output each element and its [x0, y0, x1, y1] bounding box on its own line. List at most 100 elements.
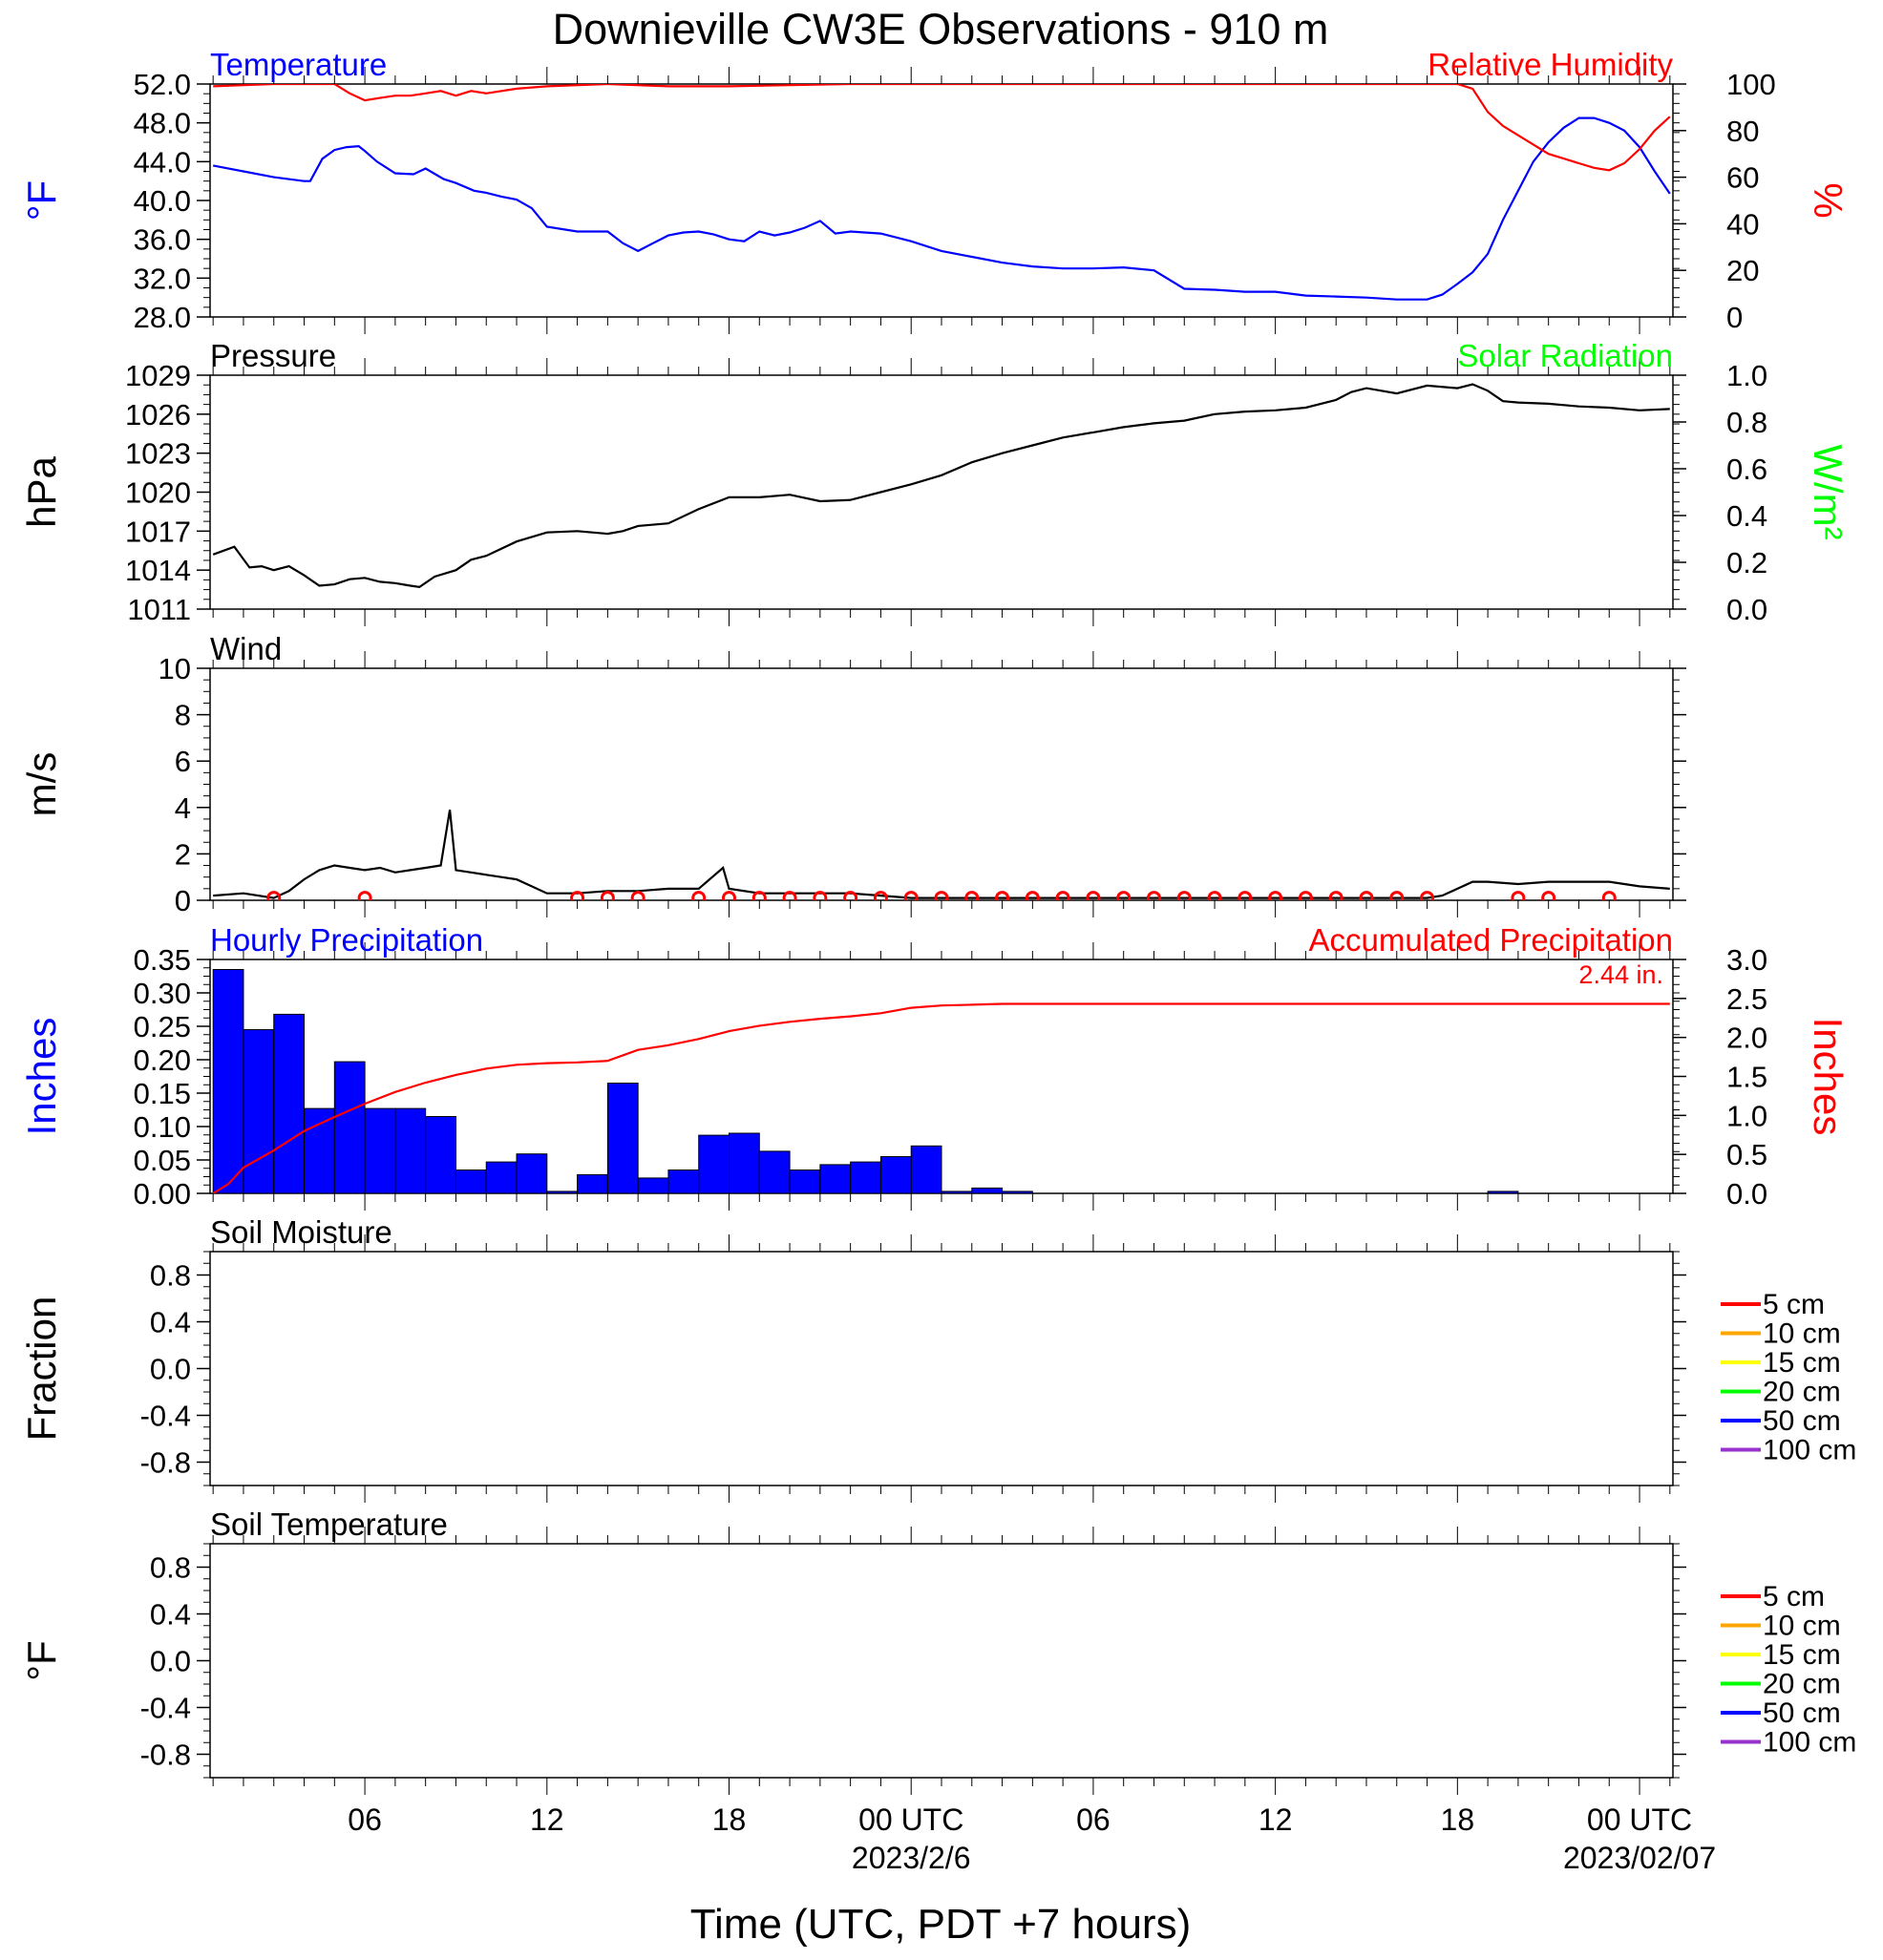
x-tick-date-label: 2023/02/07	[1563, 1841, 1716, 1875]
y-tick-label-left: -0.8	[140, 1446, 191, 1480]
y-tick-label-left: 52.0	[134, 68, 191, 101]
wind-barb-calm	[570, 891, 585, 900]
precip-bar	[819, 1164, 852, 1193]
precip-bar	[667, 1170, 700, 1193]
y-tick-label-left: 1020	[125, 476, 191, 510]
y-tick-label-right: 20	[1726, 254, 1759, 287]
wind-barb-calm	[782, 891, 797, 900]
wind-barb-calm	[1298, 891, 1313, 900]
x-axis: 06 12 18 00 UTC 2023/2/6 06 12 18 00 UTC 2023/02/…	[348, 1802, 1716, 1875]
panel-2: 0 2 4 6 8 10 Wind m/s	[19, 631, 1686, 917]
precip-bar	[425, 1116, 456, 1193]
precip-bar	[212, 969, 244, 1193]
y-tick-label-right: 0.6	[1726, 453, 1767, 486]
y-tick-label-left: 44.0	[134, 145, 191, 179]
y-tick-label-left: 0.05	[134, 1144, 191, 1177]
y-tick-label-left: 2	[175, 837, 191, 871]
panel-title-right: Relative Humidity	[1428, 47, 1673, 82]
y-tick-label-left: 1011	[127, 593, 191, 626]
legend-label: 10 cm	[1763, 1318, 1841, 1350]
x-tick-label: 06	[348, 1802, 382, 1837]
wind-barb-calm	[1116, 891, 1132, 900]
y-tick-label-right: 1.0	[1726, 359, 1767, 392]
legend-label: 100 cm	[1763, 1435, 1856, 1466]
precip-bar	[637, 1177, 669, 1193]
y-tick-label-left: 0.8	[150, 1259, 191, 1293]
panel-1: 1011 1014 1017 1020 1023 1026 1029 0.0 0.2 0.4 0.6…	[19, 338, 1851, 626]
wind-barb-calm	[1238, 891, 1253, 900]
precip-bar	[1002, 1191, 1033, 1193]
y-tick-label-left: 28.0	[134, 301, 191, 334]
y-tick-label-left: 32.0	[134, 262, 191, 295]
wind-barb-calm	[813, 891, 828, 900]
y-tick-label-left: 36.0	[134, 223, 191, 257]
precip-bar	[729, 1132, 760, 1193]
precip-bar	[879, 1156, 912, 1193]
wind-barb-calm	[751, 891, 767, 900]
y-tick-label-left: 6	[175, 745, 191, 778]
y-tick-label-left: 1026	[125, 398, 191, 432]
legend-label: 20 cm	[1763, 1377, 1841, 1408]
wind-barb-calm	[1328, 891, 1343, 900]
wind-barb-calm	[630, 891, 645, 900]
precip-bar	[910, 1145, 942, 1193]
precip-bar	[971, 1187, 1004, 1193]
series-line-pressure	[212, 383, 1670, 589]
y-tick-label-left: 8	[175, 699, 191, 732]
panel-0: 28.0 32.0 36.0 40.0 44.0 48.0 52.0 0 20 40 60 80 100…	[19, 47, 1851, 334]
y-axis-label-right: %	[1806, 182, 1851, 218]
y-tick-label-left: 0.8	[150, 1551, 191, 1585]
wind-barb-calm	[1025, 891, 1040, 900]
y-tick-label-left: 0.30	[134, 977, 191, 1010]
chart-title: Downieville CW3E Observations - 910 m	[553, 5, 1329, 53]
wind-barb-calm	[691, 891, 707, 900]
x-tick-label: 00 UTC	[858, 1802, 963, 1837]
wind-barb-calm	[843, 891, 858, 900]
wind-barb-calm	[1055, 891, 1070, 900]
series-line-accumulated-precipitation	[212, 1002, 1670, 1193]
y-tick-label-right: 0.0	[1726, 1177, 1767, 1211]
legend-label: 15 cm	[1763, 1639, 1841, 1671]
y-axis-label-left: °F	[19, 180, 64, 221]
precip-bar	[364, 1107, 396, 1193]
x-tick-date-label: 2023/2/6	[852, 1841, 971, 1875]
precip-bar	[758, 1150, 791, 1193]
y-tick-label-left: -0.4	[140, 1692, 191, 1725]
y-tick-label-right: 0.2	[1726, 546, 1767, 580]
y-tick-label-left: -0.4	[140, 1400, 191, 1433]
y-tick-label-left: 40.0	[134, 184, 191, 218]
y-tick-label-left: 0.15	[134, 1077, 191, 1110]
y-tick-label-right: 0.5	[1726, 1138, 1767, 1171]
wind-barb-calm	[357, 891, 372, 900]
precip-bar	[606, 1083, 639, 1193]
legend-label: 15 cm	[1763, 1347, 1841, 1379]
y-axis-label-right: W/m²	[1806, 444, 1851, 539]
legend-label: 50 cm	[1763, 1405, 1841, 1437]
wind-barb-calm	[964, 891, 980, 900]
wind-barb-calm	[995, 891, 1010, 900]
y-axis-label-left: Fraction	[19, 1296, 64, 1442]
precip-bar	[304, 1107, 335, 1193]
y-tick-label-left: 48.0	[134, 107, 191, 140]
panel-title-left: Hourly Precipitation	[210, 922, 483, 958]
legend-label: 10 cm	[1763, 1611, 1841, 1642]
precip-bar	[698, 1134, 730, 1193]
precip-bar	[333, 1061, 366, 1193]
panels: 28.032.036.040.044.048.052.0020406080100…	[19, 47, 1856, 1795]
y-tick-label-right: 2.5	[1726, 982, 1767, 1016]
legend-label: 100 cm	[1763, 1727, 1856, 1759]
x-tick-label: 18	[1441, 1802, 1475, 1837]
panel-title-left: Pressure	[210, 338, 336, 373]
y-tick-label-left: 1017	[125, 515, 191, 548]
legend-label: 5 cm	[1763, 1289, 1825, 1320]
precip-bar	[394, 1107, 427, 1193]
y-tick-label-left: 0.10	[134, 1110, 191, 1144]
data-group	[212, 84, 1671, 301]
wind-barb-calm	[1359, 891, 1374, 900]
precip-bar	[485, 1161, 518, 1193]
x-axis-label: Time (UTC, PDT +7 hours)	[690, 1901, 1191, 1948]
x-tick-label: 06	[1076, 1802, 1111, 1837]
y-axis-label-left: °F	[19, 1640, 64, 1680]
